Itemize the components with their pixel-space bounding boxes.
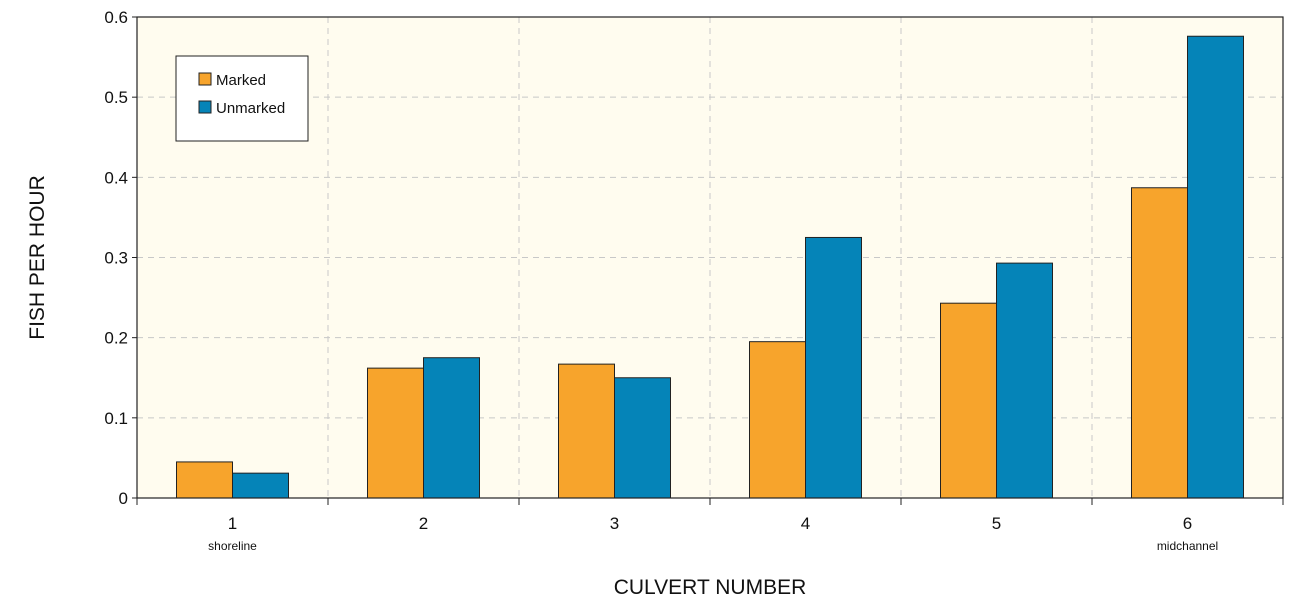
legend: Marked Unmarked [175, 55, 309, 142]
x-tick-sublabel: midchannel [1157, 539, 1218, 553]
bar-marked-6 [1131, 187, 1188, 499]
bar-marked-3 [558, 363, 615, 499]
x-tick-label: 6 [1183, 514, 1192, 533]
y-tick-label: 0.5 [104, 88, 128, 107]
legend-box [175, 55, 309, 142]
y-tick-label: 0.6 [104, 8, 128, 27]
y-tick-label: 0.1 [104, 409, 128, 428]
gridlines [137, 17, 1283, 498]
bar-marked-1 [176, 461, 233, 499]
bar-marked-2 [367, 367, 424, 499]
x-tick-label: 1 [228, 514, 237, 533]
bar-marked-5 [940, 302, 997, 499]
legend-label-unmarked: Unmarked [216, 100, 285, 117]
legend-swatch-unmarked [198, 100, 212, 114]
bar-unmarked-6 [1187, 35, 1244, 499]
x-tick-label: 4 [801, 514, 810, 533]
bar-unmarked-3 [614, 377, 671, 499]
y-tick-label: 0 [119, 489, 128, 508]
x-tick-label: 3 [610, 514, 619, 533]
bar-unmarked-2 [423, 357, 480, 499]
bar-unmarked-1 [232, 472, 289, 499]
y-axis: 0 0.1 0.2 0.3 0.4 0.5 0.6 [104, 8, 137, 508]
x-tick-sublabel: shoreline [208, 539, 257, 553]
y-tick-label: 0.4 [104, 168, 128, 187]
bar-unmarked-5 [996, 262, 1053, 499]
y-tick-label: 0.3 [104, 249, 128, 268]
legend-swatch-marked [198, 72, 212, 86]
legend-label-marked: Marked [216, 72, 266, 89]
bar-marked-4 [749, 341, 806, 499]
bars [176, 35, 1244, 499]
y-tick-label: 0.2 [104, 329, 128, 348]
bar-unmarked-4 [805, 236, 862, 499]
y-axis-title: FISH PER HOUR [26, 175, 49, 340]
x-axis-title: CULVERT NUMBER [614, 576, 807, 599]
x-tick-label: 2 [419, 514, 428, 533]
x-axis: 1 shoreline 2 3 4 5 6 midchannel [136, 498, 1284, 553]
x-tick-label: 5 [992, 514, 1001, 533]
